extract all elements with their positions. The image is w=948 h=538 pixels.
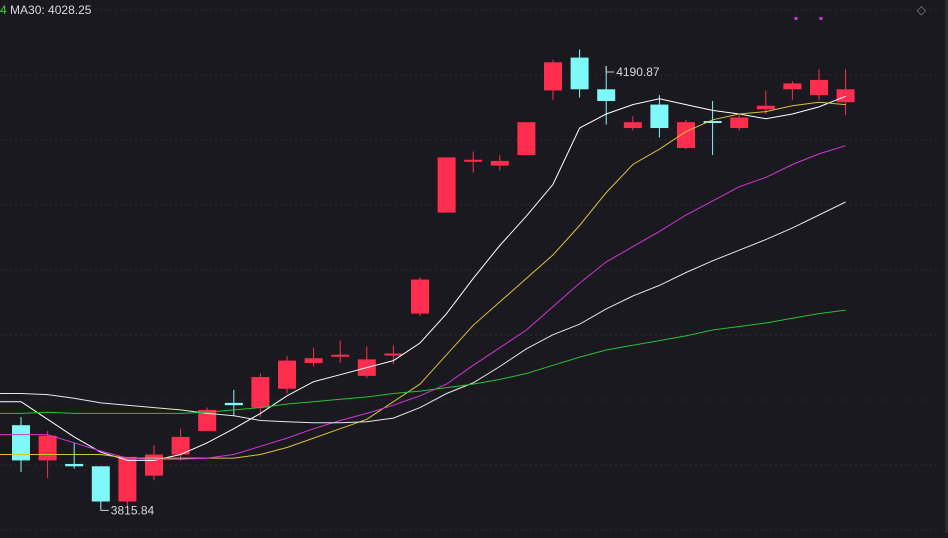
candle-body [171, 436, 190, 455]
annotation-leader [605, 65, 615, 73]
candle-body [810, 79, 828, 96]
annotation-label: 4190.87 [616, 65, 660, 79]
candle-body [650, 104, 669, 129]
candle-body [91, 466, 110, 502]
legend-index-fragment: 4 [0, 3, 7, 17]
candle-body [517, 122, 536, 156]
candle-body [38, 435, 57, 461]
candle-body [464, 159, 483, 162]
candle-body [677, 122, 695, 149]
candle-body [224, 402, 243, 406]
ma60-line [0, 309, 846, 414]
diamond-icon[interactable]: ◇ [916, 3, 926, 17]
ma30-line [0, 201, 846, 424]
ma20-line [0, 145, 846, 460]
candle-body [384, 353, 403, 356]
candle-body [623, 122, 642, 129]
candle-body [437, 157, 456, 213]
candle-body [730, 117, 749, 129]
marker-dot [794, 17, 798, 20]
annotation-label: 3815.84 [111, 503, 155, 517]
ma-legend: 4 MA30: 4028.25 [0, 3, 91, 17]
ma10-line [0, 101, 846, 459]
panel-divider [945, 0, 948, 533]
annotation-leader [100, 506, 109, 511]
candle-body [490, 160, 509, 166]
candle-body [411, 279, 429, 314]
candle-body [756, 105, 775, 110]
candle-body [836, 89, 855, 103]
candle-body [331, 354, 350, 357]
candle-body [304, 358, 323, 363]
candle-body [118, 456, 137, 502]
candle-body [597, 89, 616, 102]
candle-body [198, 409, 217, 432]
candle-body [703, 121, 722, 123]
candle-body [12, 425, 30, 461]
candle-body [544, 62, 562, 91]
candle-body [251, 377, 270, 408]
candle-body [570, 57, 589, 90]
ma30-readout: MA30: 4028.25 [10, 3, 92, 17]
marker-dot [819, 17, 823, 20]
candle-body [65, 463, 84, 467]
candle-body [783, 83, 802, 90]
candle-body [278, 360, 296, 389]
